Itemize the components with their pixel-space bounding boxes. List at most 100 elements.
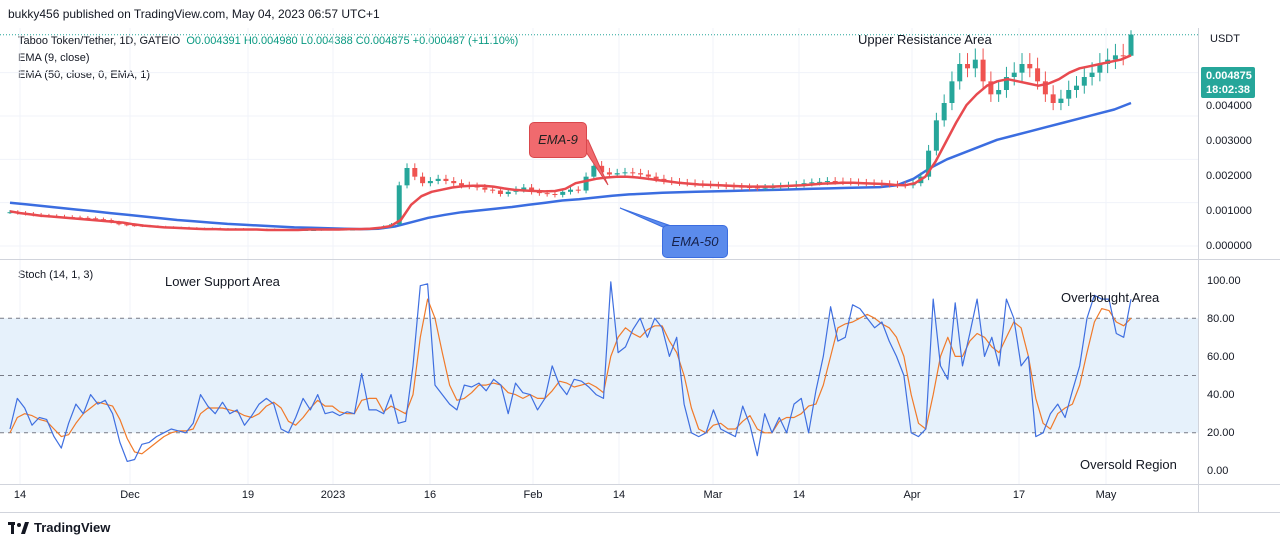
candle-body [599,165,605,173]
upper-resistance-label: Upper Resistance Area [858,32,992,47]
candle-body [1035,68,1041,82]
candle-body [1089,72,1095,77]
ohlc-values: O0.004391 H0.004980 L0.004388 C0.004875 … [186,35,519,47]
candle-body [1112,55,1118,60]
footer-divider [0,512,1280,513]
candle-body [957,64,963,82]
candle-body [404,168,410,186]
candle [583,172,589,194]
candle-body [926,150,932,177]
candle-body [1019,64,1025,73]
candle [965,53,971,78]
candle [1081,66,1087,94]
candle [933,112,939,156]
stoch-tick: 60.00 [1207,351,1235,363]
candle-body [762,187,768,189]
time-tick: 14 [792,489,806,501]
candle [420,172,426,187]
candle-body [552,194,558,195]
candle-body [1128,34,1134,56]
time-tick: 2023 [320,489,346,501]
oversold-label: Oversold Region [1080,457,1177,472]
price-scale-unit: USDT [1210,33,1240,45]
candle-body [965,64,971,69]
candle [1050,85,1056,111]
candle-body [435,178,441,181]
ema50-path [9,101,1132,231]
candle-body [451,181,457,184]
stoch-tick: 0.00 [1207,465,1229,477]
candle [1120,43,1126,66]
candle-body [459,183,465,186]
candle-body [568,189,573,192]
candle [1019,53,1025,82]
time-tick: Feb [523,489,543,501]
candle [980,48,986,90]
candle-body [1027,64,1033,69]
candle [575,186,581,194]
candle-body [933,120,939,151]
candle-body [630,172,636,174]
ema50-callout[interactable]: EMA-50 [662,225,728,258]
ema9-legend[interactable]: EMA (9, close) [18,52,90,64]
candle [1128,30,1134,56]
candle-body [1097,64,1103,73]
callout-pointers [577,139,678,229]
time-tick: 14 [13,489,27,501]
candle [1066,80,1072,107]
candle [427,177,433,187]
ema9-path [9,54,1132,232]
candle-body [124,224,130,226]
price-tick: 0.001000 [1206,205,1252,217]
stoch-k-path [9,281,1132,462]
candle-body [544,193,550,195]
candle-body [412,168,418,177]
stoch-band [0,317,1198,434]
candle [1027,53,1033,78]
candle [941,94,947,127]
candle-body [443,178,449,181]
stoch-tick: 80.00 [1207,313,1235,325]
candle [568,186,573,195]
candle-body [1058,98,1064,103]
symbol-title[interactable]: Taboo Token/Tether, 1D, GATEIO [18,35,181,47]
candle-body [606,172,612,175]
candle [1003,66,1009,98]
stoch-legend[interactable]: Stoch (14, 1, 3) [18,269,94,281]
stoch-tick: 100.00 [1207,275,1241,287]
candle-body [1003,77,1009,90]
ema9-callout[interactable]: EMA-9 [529,122,587,158]
candle [972,48,978,78]
candle [957,53,963,90]
candle-body [1081,77,1087,86]
candle [949,71,955,111]
candle [1058,89,1064,111]
candle-body [521,187,527,190]
price-tick: 0.000000 [1206,240,1252,252]
candle [396,181,402,226]
pane-divider[interactable] [0,259,1280,260]
candle-body [614,173,620,175]
stoch-tick: 20.00 [1207,427,1235,439]
lower-support-label: Lower Support Area [165,274,280,289]
candle [1112,43,1118,69]
candle-body [980,59,986,82]
candle [443,174,449,185]
candle-body [583,176,589,191]
last-price-value: 0.004875 [1206,70,1252,82]
last-price-tag: 0.004875 18:02:38 [1201,67,1255,98]
candle-body [1011,72,1017,77]
price-tick: 0.002000 [1206,170,1252,182]
candle [622,167,628,177]
candle-body [809,182,815,184]
publisher-line: bukky456 published on TradingView.com, M… [8,7,380,21]
ema50-legend[interactable]: EMA (50, close, 0, EMA, 1) [18,69,151,81]
ema50-line [9,101,1132,231]
candle-body [1050,94,1056,103]
tradingview-brand: TradingView [34,520,111,535]
candle-body [420,176,426,184]
candle-body [949,81,955,103]
tradingview-logo[interactable]: TradingView [8,520,110,535]
candle-body [653,176,659,179]
